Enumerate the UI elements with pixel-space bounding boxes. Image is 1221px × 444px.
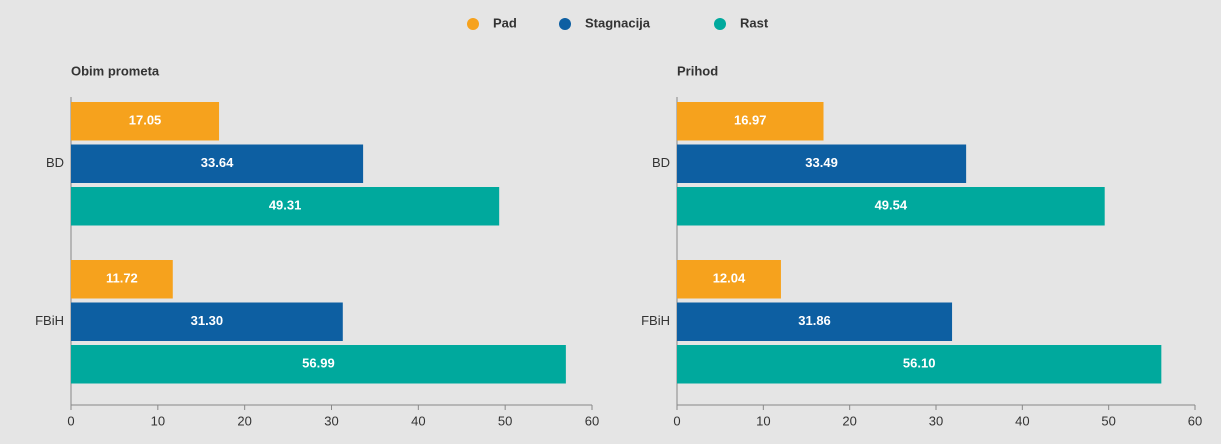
data-label: 17.05 <box>129 113 162 128</box>
y-tick-label: FBiH <box>35 313 64 328</box>
x-tick-label: 30 <box>929 413 943 428</box>
data-label: 11.72 <box>106 271 138 286</box>
data-label: 12.04 <box>713 271 746 286</box>
data-label: 33.64 <box>201 155 234 170</box>
bar <box>677 144 967 183</box>
x-tick-label: 30 <box>324 413 338 428</box>
bar <box>677 187 1105 226</box>
y-tick-label: BD <box>652 155 670 170</box>
legend-swatch <box>714 18 726 30</box>
x-tick-label: 60 <box>585 413 599 428</box>
x-tick-label: 10 <box>756 413 770 428</box>
data-label: 49.31 <box>269 198 302 213</box>
bar <box>71 102 220 141</box>
bar <box>71 187 500 226</box>
x-tick-label: 50 <box>1101 413 1115 428</box>
bar <box>677 302 953 341</box>
data-label: 16.97 <box>734 113 767 128</box>
x-tick-label: 20 <box>842 413 856 428</box>
data-label: 56.10 <box>903 356 936 371</box>
legend-swatch <box>559 18 571 30</box>
x-tick-label: 10 <box>151 413 165 428</box>
bar <box>71 302 343 341</box>
legend-label: Stagnacija <box>585 15 651 30</box>
data-label: 56.99 <box>302 356 335 371</box>
x-tick-label: 0 <box>673 413 680 428</box>
bar <box>677 102 824 141</box>
legend-swatch <box>467 18 479 30</box>
x-tick-label: 20 <box>237 413 251 428</box>
chart-title: Obim prometa <box>71 63 160 78</box>
data-label: 33.49 <box>805 155 838 170</box>
legend-label: Pad <box>493 15 517 30</box>
bar <box>677 260 781 299</box>
x-tick-label: 60 <box>1188 413 1202 428</box>
data-label: 49.54 <box>875 198 908 213</box>
legend-label: Rast <box>740 15 769 30</box>
x-tick-label: 50 <box>498 413 512 428</box>
bar <box>71 345 566 384</box>
y-tick-label: BD <box>46 155 64 170</box>
x-tick-label: 40 <box>411 413 425 428</box>
data-label: 31.30 <box>191 313 224 328</box>
x-tick-label: 40 <box>1015 413 1029 428</box>
y-tick-label: FBiH <box>641 313 670 328</box>
data-label: 31.86 <box>798 313 831 328</box>
chart-title: Prihod <box>677 63 718 78</box>
bar <box>71 260 173 299</box>
bar <box>677 345 1162 384</box>
x-tick-label: 0 <box>67 413 74 428</box>
bar <box>71 144 364 183</box>
